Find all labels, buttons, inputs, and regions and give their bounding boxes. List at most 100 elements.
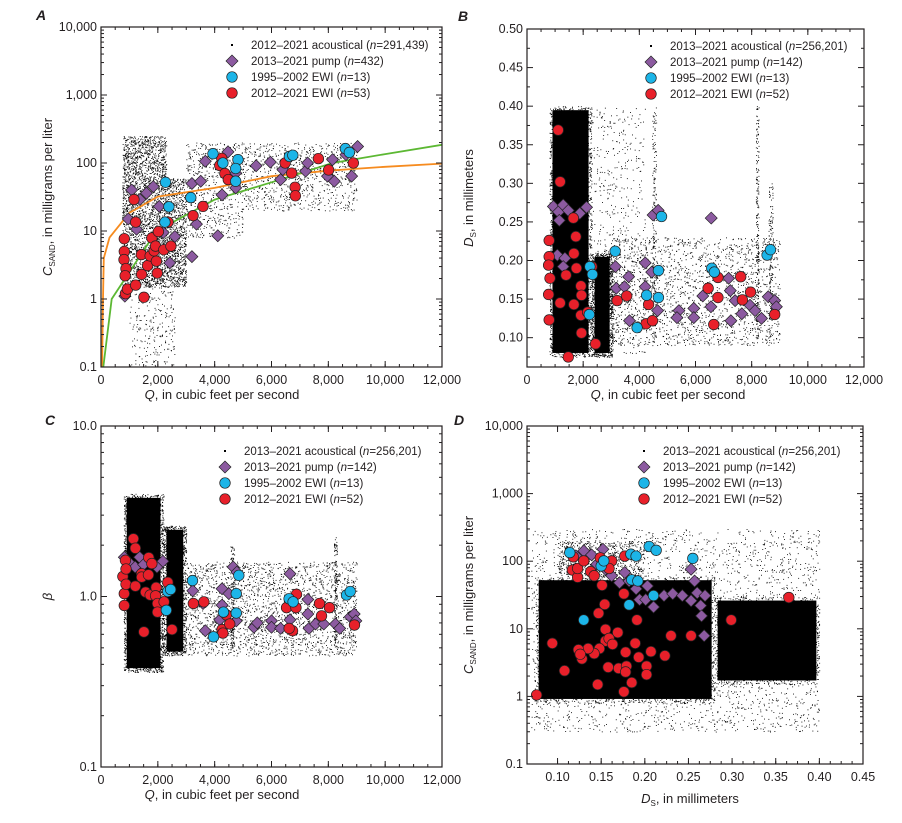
acoustical-point (155, 193, 157, 195)
acoustical-point (139, 207, 141, 209)
acoustical-point (184, 242, 185, 244)
acoustical-point (148, 217, 150, 218)
acoustical-point (161, 285, 163, 287)
acoustical-point (163, 286, 164, 287)
acoustical-point (145, 211, 147, 213)
acoustical-point (342, 195, 343, 196)
acoustical-point (173, 211, 175, 213)
acoustical-point (213, 229, 215, 231)
acoustical-point (190, 158, 192, 160)
acoustical-point (161, 136, 163, 138)
acoustical-point (179, 221, 180, 222)
acoustical-point (140, 267, 142, 269)
acoustical-point (161, 279, 162, 281)
acoustical-point (146, 163, 148, 165)
acoustical-point (137, 269, 139, 270)
acoustical-point (350, 185, 352, 187)
acoustical-point (224, 206, 225, 208)
acoustical-point (132, 173, 134, 175)
acoustical-point (138, 246, 140, 248)
acoustical-point (138, 144, 140, 146)
acoustical-point (162, 281, 164, 283)
acoustical-point (145, 235, 147, 236)
acoustical-point (150, 214, 152, 216)
acoustical-point (203, 193, 205, 195)
acoustical-point (160, 265, 162, 267)
acoustical-point (133, 136, 135, 138)
acoustical-point (228, 230, 229, 231)
acoustical-point (144, 184, 146, 186)
acoustical-point (136, 249, 138, 251)
acoustical-point (147, 155, 149, 157)
acoustical-point (148, 152, 150, 154)
acoustical-point (167, 196, 169, 198)
acoustical-point (138, 315, 140, 317)
acoustical-point (178, 208, 180, 209)
acoustical-point (168, 326, 170, 328)
acoustical-point (180, 246, 182, 248)
acoustical-point (148, 166, 150, 168)
acoustical-point (164, 150, 166, 152)
acoustical-point (137, 239, 138, 241)
acoustical-point (143, 279, 144, 281)
acoustical-point (205, 148, 206, 150)
acoustical-point (158, 254, 160, 256)
acoustical-point (164, 286, 165, 288)
acoustical-point (149, 137, 150, 139)
acoustical-point (307, 185, 309, 187)
acoustical-point (147, 347, 149, 349)
acoustical-point (151, 297, 153, 299)
acoustical-point (168, 188, 170, 190)
acoustical-point (161, 314, 163, 315)
acoustical-point (149, 199, 151, 201)
acoustical-point (152, 210, 153, 211)
acoustical-point (196, 192, 198, 194)
acoustical-point (176, 265, 178, 266)
acoustical-point (127, 151, 129, 153)
acoustical-point (251, 174, 253, 176)
acoustical-point (178, 227, 180, 229)
acoustical-point (174, 270, 176, 272)
acoustical-point (186, 232, 188, 234)
acoustical-point (150, 173, 152, 174)
acoustical-point (161, 144, 163, 146)
acoustical-point (123, 212, 125, 214)
acoustical-point (164, 167, 166, 169)
acoustical-point (141, 262, 143, 264)
acoustical-point (162, 334, 163, 336)
acoustical-point (154, 136, 156, 137)
acoustical-point (164, 189, 165, 191)
acoustical-point (159, 167, 160, 169)
acoustical-point (214, 172, 216, 173)
acoustical-point (122, 197, 124, 199)
acoustical-point (171, 298, 172, 300)
acoustical-point (151, 278, 153, 280)
acoustical-point (157, 237, 159, 239)
acoustical-point (181, 228, 183, 230)
acoustical-point (162, 260, 163, 262)
acoustical-point (250, 152, 252, 154)
acoustical-point (183, 235, 184, 237)
acoustical-point (152, 202, 154, 204)
acoustical-point (160, 283, 161, 285)
acoustical-point (182, 247, 184, 248)
acoustical-point (332, 186, 334, 188)
acoustical-point (297, 175, 298, 177)
acoustical-point (219, 209, 221, 211)
acoustical-point (144, 141, 146, 142)
acoustical-point (134, 159, 136, 161)
acoustical-point (126, 224, 128, 226)
acoustical-point (144, 217, 146, 219)
acoustical-point (356, 154, 358, 156)
acoustical-point (182, 223, 184, 225)
acoustical-point (145, 283, 147, 285)
acoustical-point (154, 347, 155, 349)
acoustical-point (158, 141, 160, 143)
acoustical-point (229, 216, 231, 217)
acoustical-point (142, 214, 144, 216)
acoustical-point (165, 340, 166, 342)
acoustical-point (143, 237, 145, 239)
acoustical-point (158, 221, 160, 223)
acoustical-point (126, 200, 128, 202)
acoustical-point (166, 273, 168, 275)
